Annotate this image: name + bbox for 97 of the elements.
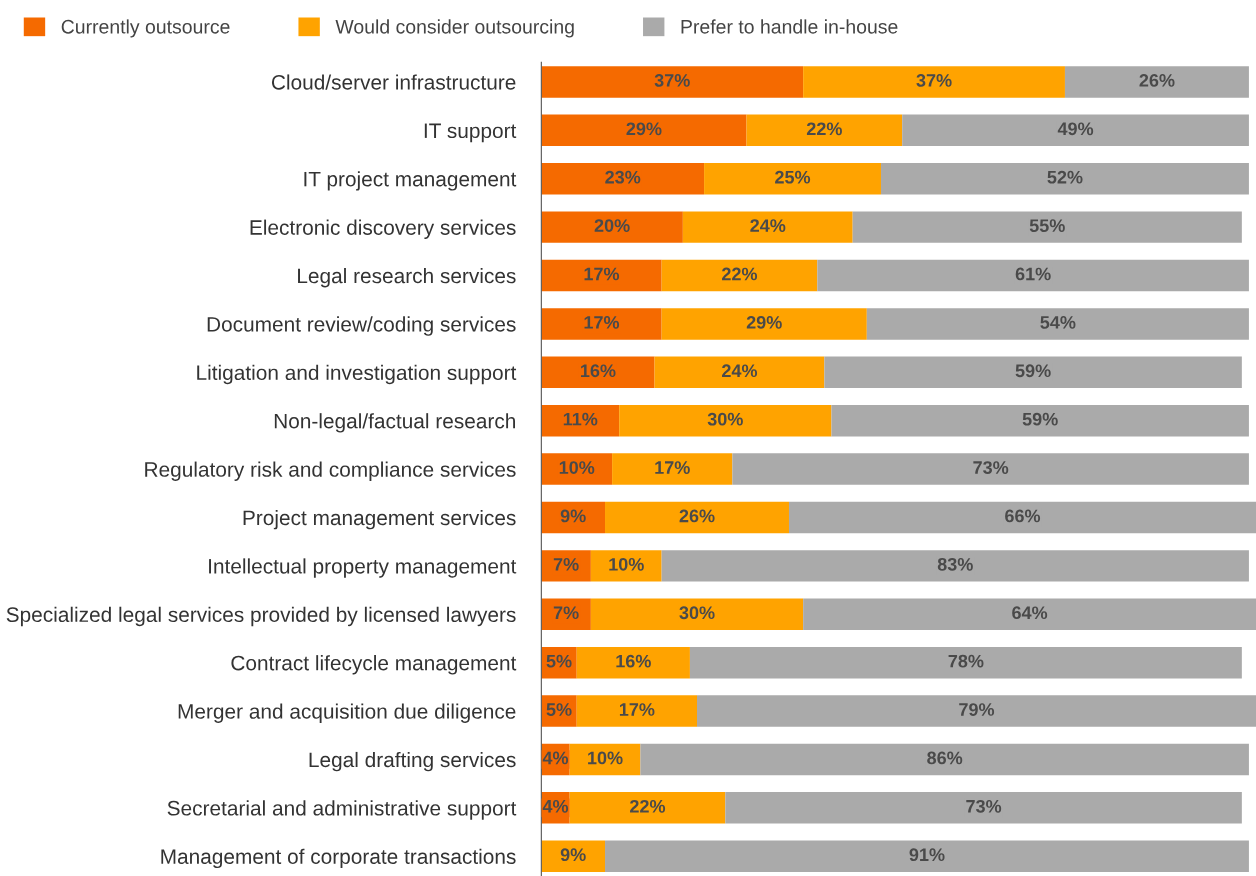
bar	[697, 695, 1256, 727]
bar	[605, 501, 789, 534]
bar	[619, 404, 832, 437]
bar	[590, 598, 804, 631]
y-tick-label: Project management services	[243, 509, 516, 530]
data-label: 64%	[1012, 606, 1048, 620]
data-label: 16%	[616, 654, 651, 668]
data-label: 54%	[1040, 316, 1076, 329]
data-label: 4%	[542, 799, 569, 813]
y-tick-label: Specialized legal services provided by licensed lawyers	[6, 606, 516, 627]
data-label: 10%	[588, 751, 623, 765]
data-label: 17%	[584, 316, 620, 329]
y-tick-label: Management of corporate transactions	[161, 848, 516, 869]
y-tick-label: Regulatory risk and compliance services	[145, 461, 516, 481]
data-label: 22%	[806, 122, 842, 136]
bar	[803, 598, 1256, 631]
legend-label: Prefer to handle in-house	[681, 19, 898, 34]
data-label: 24%	[722, 364, 758, 378]
bar	[725, 792, 1242, 824]
bar	[541, 211, 683, 243]
data-label: 10%	[609, 557, 644, 571]
data-label: 16%	[581, 364, 616, 378]
bar	[541, 66, 804, 98]
data-label: 22%	[722, 267, 758, 281]
y-tick-label: Merger and acquisition due diligence	[178, 703, 516, 723]
legend-label: Currently outsource	[61, 19, 230, 38]
data-label: 30%	[707, 412, 743, 426]
y-tick-label: Cloud/server infrastructure	[271, 74, 516, 90]
bar	[817, 259, 1249, 292]
data-label: 9%	[560, 509, 586, 523]
bar	[732, 453, 1249, 485]
bar	[661, 550, 1249, 582]
y-tick-label: Legal drafting services	[309, 751, 516, 772]
data-label: 17%	[655, 461, 690, 474]
data-label: 7%	[553, 557, 579, 571]
data-label: 26%	[1139, 74, 1175, 87]
bar	[788, 501, 1256, 534]
bar	[704, 163, 881, 195]
data-label: 29%	[626, 122, 662, 136]
data-label: 66%	[1005, 509, 1041, 523]
y-tick-label: Litigation and investigation support	[197, 364, 517, 385]
data-label: 79%	[959, 703, 995, 716]
y-tick-label: IT support	[424, 123, 517, 143]
data-label: 91%	[909, 848, 945, 862]
bar	[682, 211, 853, 243]
data-label: 20%	[594, 219, 630, 232]
data-label: 73%	[966, 799, 1002, 813]
data-label: 11%	[563, 412, 598, 426]
y-tick-label: Intellectual property management	[209, 558, 517, 578]
y-tick-label: Contract lifecycle management	[231, 655, 517, 675]
bar	[824, 356, 1242, 389]
data-label: 5%	[546, 703, 572, 716]
data-label: 17%	[619, 703, 655, 716]
bar	[803, 66, 1065, 98]
data-label: 37%	[916, 74, 952, 87]
y-tick-label: Non-legal/factual research	[274, 413, 515, 433]
data-label: 73%	[973, 461, 1009, 474]
data-label: 86%	[927, 751, 963, 765]
y-tick-label: Secretarial and administrative support	[167, 800, 517, 820]
bar	[902, 114, 1249, 147]
y-tick-label: Electronic discovery services	[250, 219, 516, 239]
bar	[541, 114, 747, 147]
data-label: 7%	[553, 606, 579, 620]
y-tick-label: Document review/coding services	[207, 316, 516, 336]
data-label: 10%	[559, 461, 595, 474]
bar	[689, 646, 1242, 679]
data-label: 55%	[1029, 219, 1065, 232]
bar	[640, 743, 1249, 776]
bar	[831, 404, 1249, 437]
y-tick-label: Legal research services	[298, 267, 516, 288]
data-label: 49%	[1057, 122, 1094, 136]
data-label: 59%	[1022, 412, 1058, 426]
data-label: 24%	[750, 219, 786, 232]
data-label: 22%	[630, 799, 666, 813]
data-label: 25%	[775, 170, 811, 184]
data-label: 37%	[654, 74, 690, 87]
data-label: 52%	[1047, 170, 1083, 184]
data-label: 61%	[1015, 267, 1051, 281]
data-label: 17%	[584, 267, 620, 281]
data-label: 23%	[605, 170, 641, 184]
data-label: 4%	[542, 751, 569, 765]
bar	[852, 211, 1242, 243]
legend-label: Would consider outsourcing	[335, 19, 574, 38]
data-label: 9%	[560, 848, 586, 862]
bar	[605, 840, 1249, 872]
data-label: 26%	[679, 509, 715, 523]
data-label: 5%	[546, 654, 572, 668]
bar	[1064, 66, 1249, 98]
bar	[661, 308, 867, 340]
data-label: 83%	[937, 557, 973, 571]
y-tick-label: IT project management	[304, 171, 517, 191]
data-label: 29%	[746, 315, 782, 329]
bar	[880, 163, 1249, 195]
bar	[866, 308, 1249, 340]
data-label: 78%	[948, 654, 984, 668]
data-label: 59%	[1015, 364, 1051, 378]
data-label: 30%	[679, 606, 715, 620]
